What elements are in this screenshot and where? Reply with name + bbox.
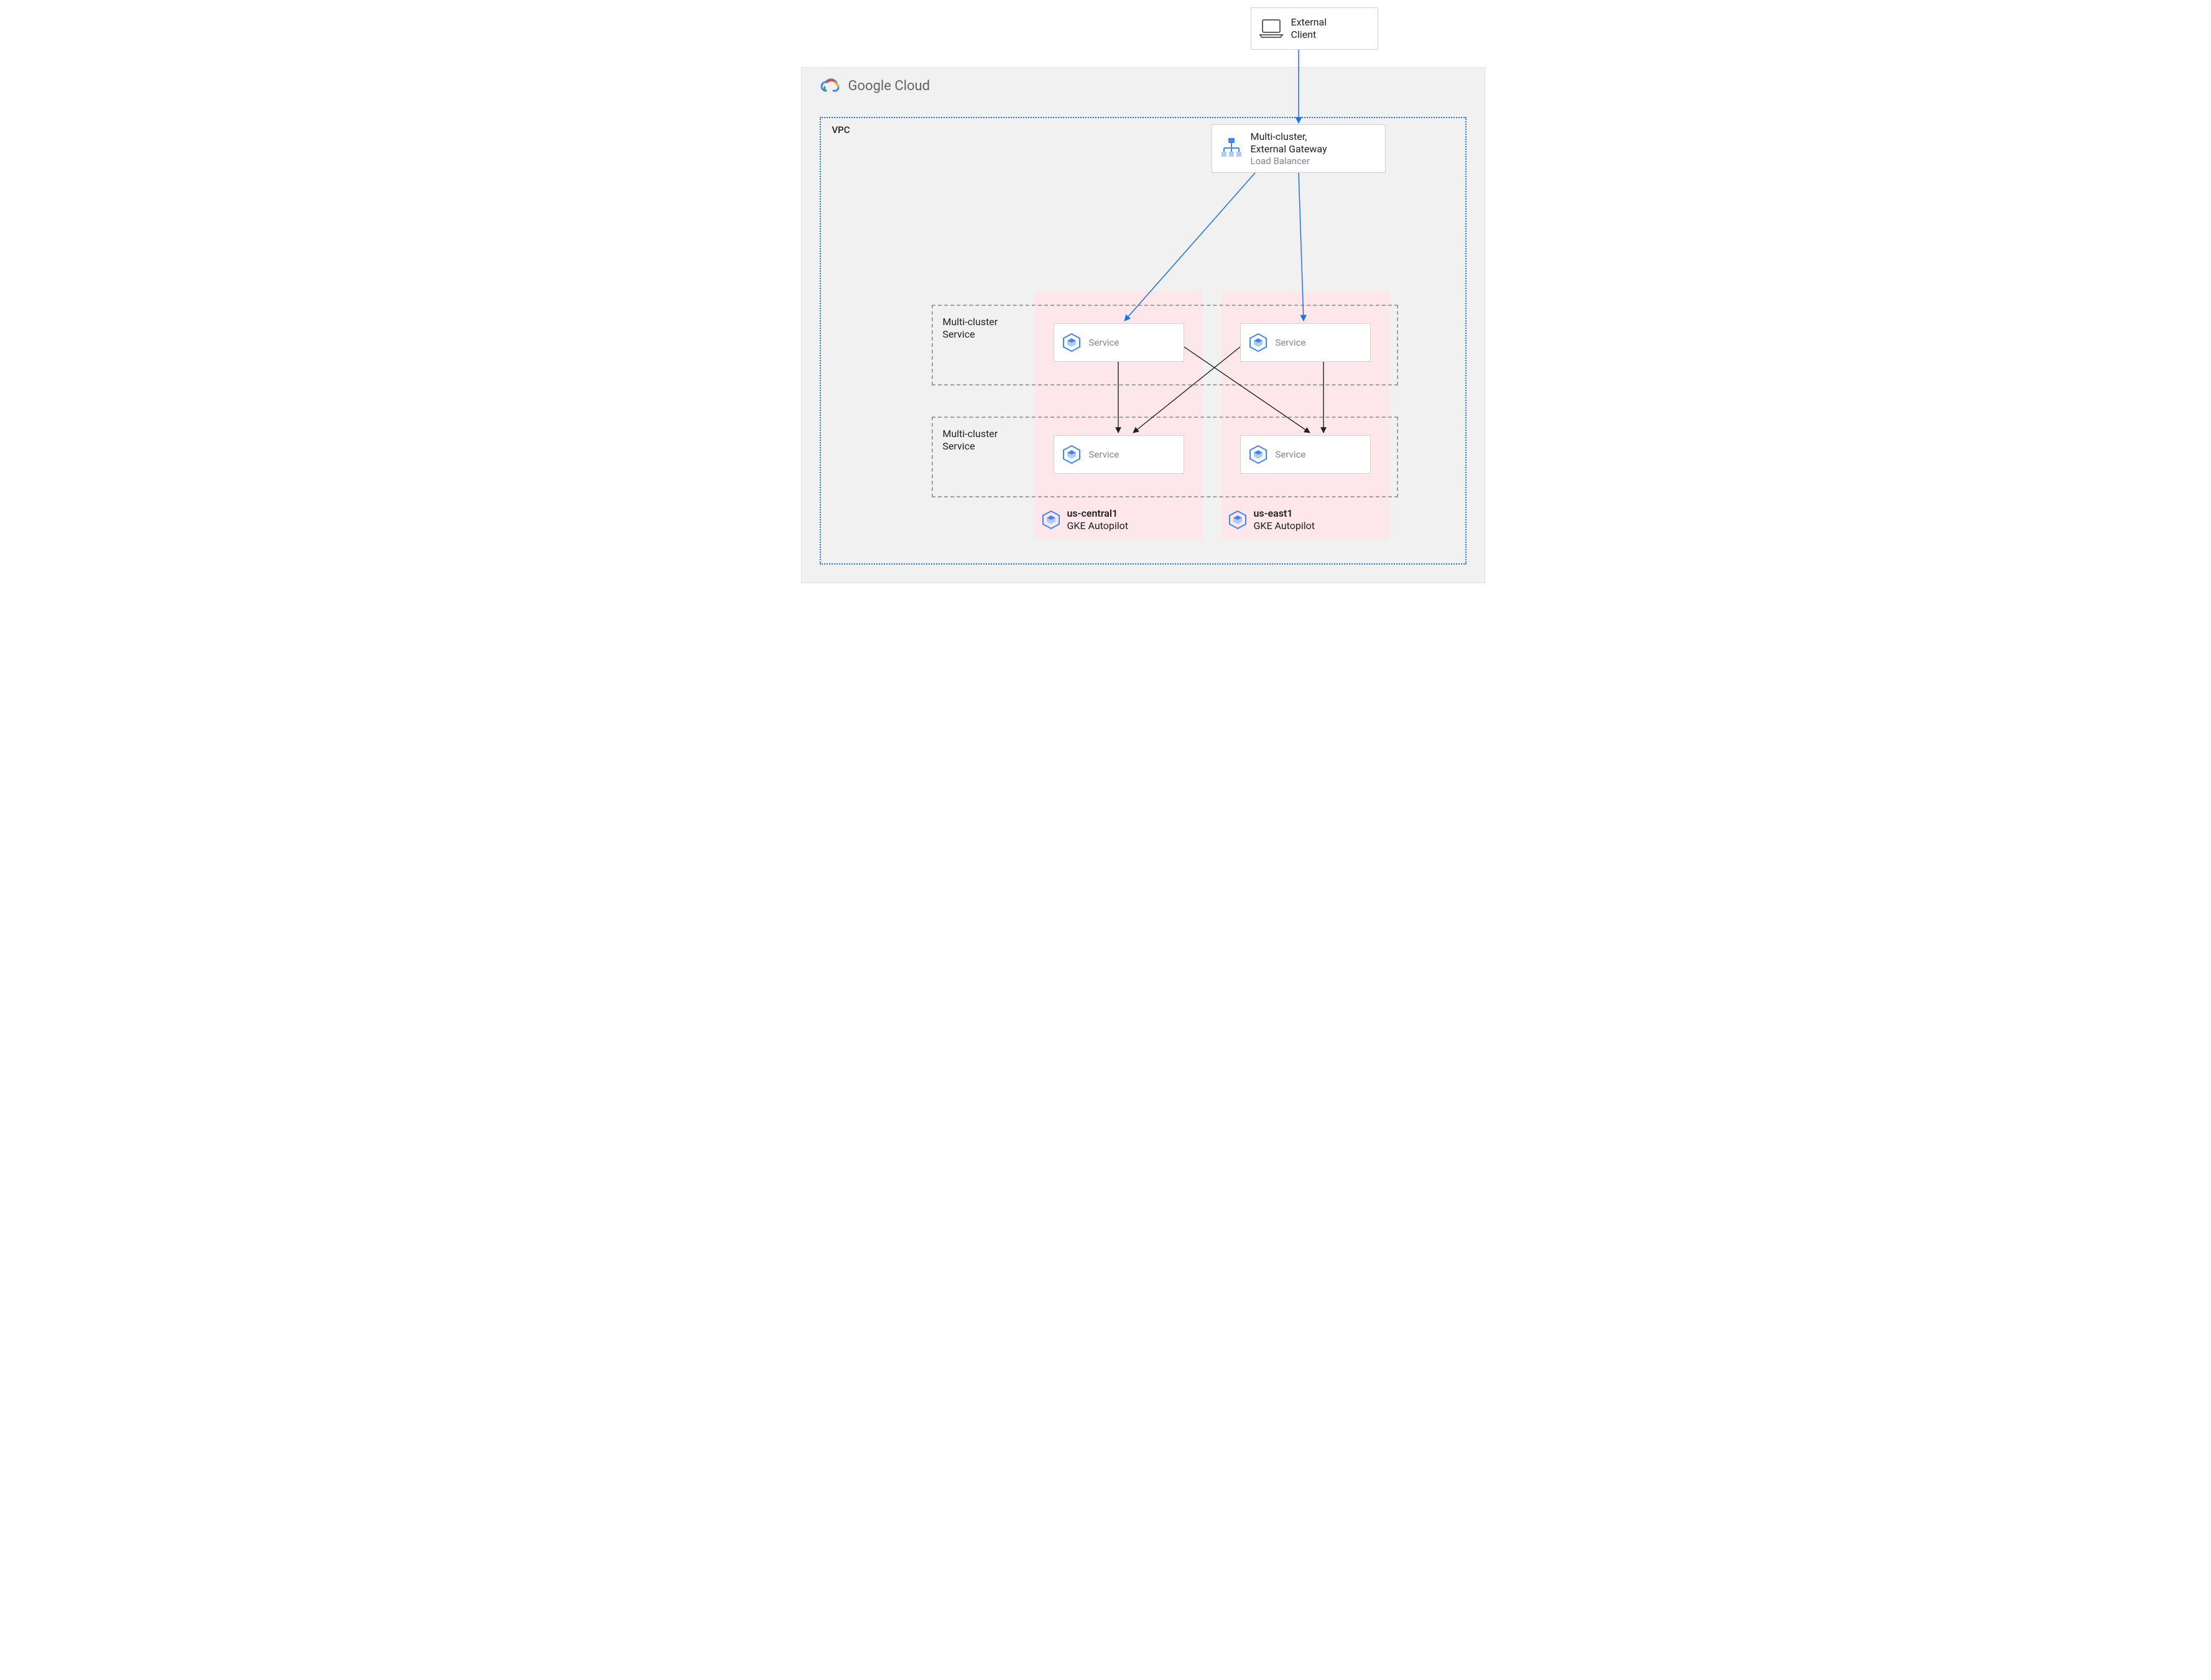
service-label: Service — [1276, 337, 1306, 349]
gateway-box: Multi-cluster, External Gateway Load Bal… — [1212, 124, 1386, 173]
service-label: Service — [1276, 449, 1306, 461]
google-cloud-icon — [820, 77, 841, 95]
vpc-label: VPC — [832, 124, 850, 136]
region-us-east1-label: us-east1 GKE Autopilot — [1228, 507, 1315, 532]
service-box-top-left: Service — [1054, 323, 1184, 362]
external-client-label-2: Client — [1291, 29, 1327, 41]
mcs-top-label-2: Service — [943, 328, 998, 341]
service-box-top-right: Service — [1240, 323, 1371, 362]
region1-sub: GKE Autopilot — [1067, 520, 1129, 532]
service-label: Service — [1089, 337, 1119, 349]
gke-icon — [1041, 510, 1061, 530]
region1-name: us-central1 — [1067, 507, 1129, 520]
mcs-bottom-label-2: Service — [943, 440, 998, 453]
laptop-icon — [1259, 19, 1284, 39]
gke-icon — [1062, 445, 1082, 464]
gke-icon — [1228, 510, 1248, 530]
mcs-bottom-label-1: Multi-cluster — [943, 428, 998, 440]
gke-icon — [1248, 333, 1268, 353]
region-us-central1-label: us-central1 GKE Autopilot — [1041, 507, 1129, 532]
load-balancer-icon — [1220, 137, 1243, 160]
external-client-box: External Client — [1251, 7, 1378, 50]
gateway-sublabel: Load Balancer — [1251, 155, 1327, 167]
gke-icon — [1062, 333, 1082, 353]
region2-sub: GKE Autopilot — [1254, 520, 1315, 532]
service-label: Service — [1089, 449, 1119, 461]
external-client-label-1: External — [1291, 16, 1327, 29]
gateway-label-1: Multi-cluster, — [1251, 131, 1327, 143]
google-cloud-label: Google Cloud — [848, 78, 930, 94]
service-box-bottom-right: Service — [1240, 435, 1371, 474]
gke-icon — [1248, 445, 1268, 464]
region2-name: us-east1 — [1254, 507, 1315, 520]
google-cloud-header: Google Cloud — [820, 77, 930, 95]
mcs-bottom-label: Multi-cluster Service — [943, 428, 998, 453]
service-box-bottom-left: Service — [1054, 435, 1184, 474]
gateway-label-2: External Gateway — [1251, 143, 1327, 155]
mcs-top-label-1: Multi-cluster — [943, 316, 998, 328]
mcs-top-label: Multi-cluster Service — [943, 316, 998, 341]
diagram-canvas: External Client Google Cloud VPC Mult — [714, 0, 1498, 597]
